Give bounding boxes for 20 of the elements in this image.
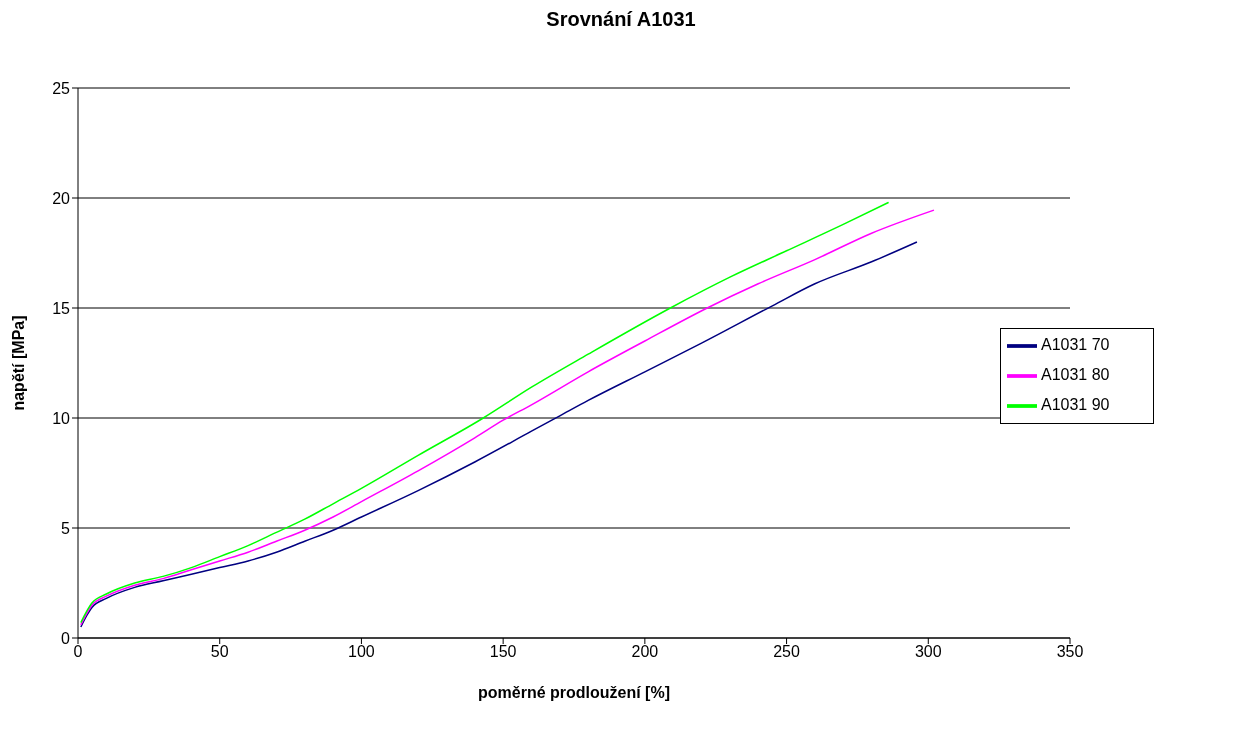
y-tick-label: 10 [52,409,71,427]
y-tick-label: 0 [61,629,71,647]
y-tick-label: 5 [61,519,71,537]
legend-label: A1031 70 [1041,336,1110,354]
x-tick-label: 150 [489,643,517,661]
y-tick-label: 25 [52,79,71,97]
legend-label: A1031 80 [1041,366,1110,384]
chart-title: Srovnání A1031 [545,8,697,32]
x-tick-label: 0 [73,643,83,661]
x-tick-label: 250 [773,643,801,661]
x-tick-label: 100 [348,643,375,661]
x-tick-label: 350 [1056,643,1084,661]
x-axis-title: poměrné prodloužení [%] [478,684,670,701]
y-tick-label: 20 [52,189,71,207]
legend-label: A1031 90 [1041,396,1110,414]
x-tick-label: 300 [914,643,942,661]
x-tick-label: 200 [631,643,659,661]
y-tick-label: 15 [52,299,71,317]
x-tick-label: 50 [210,643,229,661]
y-axis-title: napětí [MPa] [9,315,27,411]
